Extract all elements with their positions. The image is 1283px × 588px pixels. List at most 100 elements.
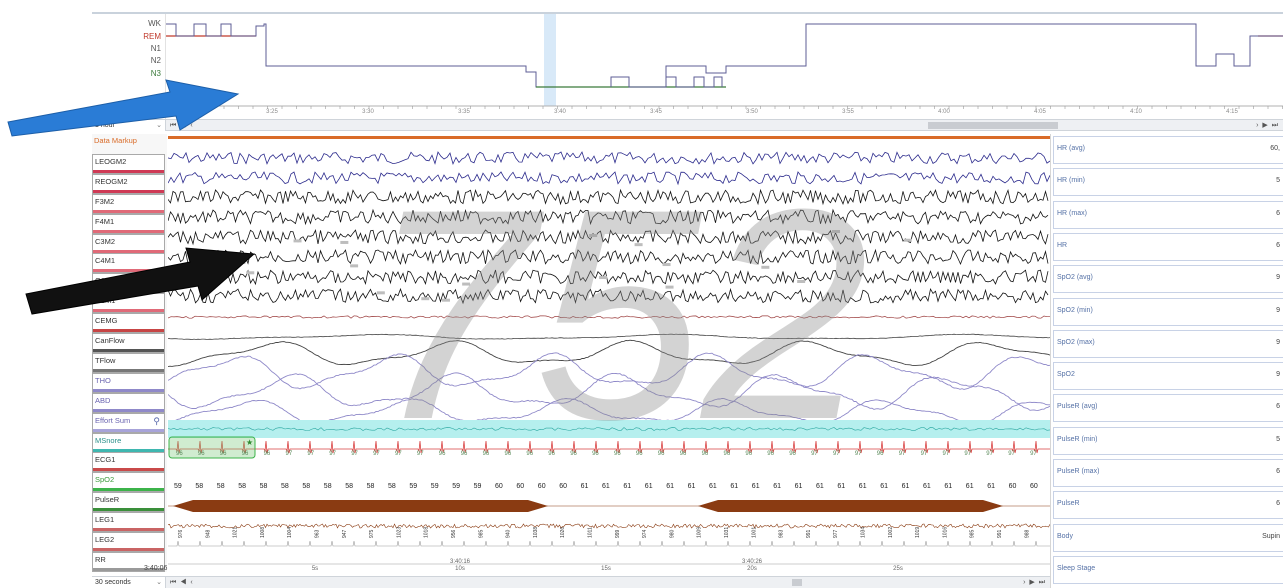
- epoch-tick-25s: 25s: [893, 566, 903, 572]
- statistics-panel: HR (avg) 60, HR (min) 5 HR (max) 6 HR 6 SpO2 (av…: [1050, 134, 1283, 588]
- channel-label: Effort Sum: [95, 415, 131, 425]
- hypnogram-navigation-bar[interactable]: 1 hour ⌄ ⏮ ◀ ‹ › ▶ ⏭: [92, 119, 1283, 131]
- hypnogram-forward-buttons[interactable]: › ▶ ⏭: [1256, 122, 1279, 129]
- msnore-band: [168, 420, 1050, 438]
- channel-leg2[interactable]: LEG2: [92, 532, 165, 552]
- stat-value: 6: [1276, 241, 1280, 249]
- hypnogram-n3-fluctuation: [610, 76, 723, 88]
- stage-label-n3: N3: [150, 69, 161, 78]
- artifact-marker: [441, 298, 450, 302]
- channel-o2m1[interactable]: O2M1: [92, 293, 165, 314]
- channel-f4m1[interactable]: F4M1: [92, 213, 165, 234]
- channel-label: THO: [95, 375, 111, 385]
- channel-label: RR: [95, 554, 106, 564]
- hypnogram-rewind-buttons[interactable]: ⏮ ◀ ‹: [170, 122, 194, 129]
- channel-list: Data Markup LEOGM2 REOGM2 F3M2 F4M1 C3M2 C4M1 O…: [92, 134, 167, 572]
- stat-label: Sleep Stage: [1057, 564, 1096, 572]
- spo2-value: 97: [811, 451, 818, 457]
- spo2-value: 96: [658, 451, 665, 457]
- rr-interval-value: 1002: [888, 527, 894, 538]
- channel-leogm2[interactable]: LEOGM2: [92, 153, 165, 174]
- channel-canflow[interactable]: CanFlow: [92, 333, 165, 353]
- pulse-rate-value: 61: [752, 483, 760, 490]
- pulse-rate-value: 59: [409, 483, 417, 490]
- spo2-value: 96: [483, 451, 490, 457]
- pulse-rate-value: 61: [623, 483, 631, 490]
- channel-spo2[interactable]: SpO2: [92, 472, 165, 493]
- channel-o1m2[interactable]: O1M2: [92, 273, 165, 294]
- pulse-rate-value: 60: [1009, 483, 1017, 490]
- channel-data-markup[interactable]: Data Markup: [92, 134, 165, 154]
- hypnogram-scroll-thumb[interactable]: [928, 122, 1058, 129]
- pulse-rate-value: 61: [987, 483, 995, 490]
- spo2-value: 96: [176, 451, 183, 457]
- channel-label: ECG1: [95, 455, 116, 465]
- stat-value: 5: [1276, 435, 1280, 443]
- hypnogram-zoom-select[interactable]: 1 hour ⌄: [92, 120, 166, 131]
- rr-interval-value: 1031: [724, 527, 730, 538]
- channel-cemg[interactable]: CEMG: [92, 313, 165, 334]
- spo2-value: 96: [461, 451, 468, 457]
- stat-label: HR: [1057, 241, 1068, 249]
- data-markup-bar: [168, 136, 1050, 139]
- filter-icon[interactable]: ⚲: [153, 415, 160, 426]
- rr-interval-value: 980: [669, 529, 675, 538]
- hypnogram-panel[interactable]: WK REM N1 N2 N3 3:19:21 3:20 3:25 3:30 3:35…: [92, 12, 1283, 121]
- pulse-rate-value: 60: [559, 483, 567, 490]
- hypnogram-chart[interactable]: [166, 14, 1283, 121]
- channel-ecg1[interactable]: ECG1: [92, 452, 165, 473]
- spo2-value: 97: [921, 451, 928, 457]
- rr-interval-value: 1016: [942, 527, 948, 538]
- stage-label-wk: WK: [148, 19, 161, 28]
- epoch-zoom-select[interactable]: 30 seconds ⌄: [92, 577, 166, 588]
- leg1-activity-burst-2: [698, 500, 1003, 512]
- rr-interval-value: 1023: [396, 527, 402, 538]
- spo2-value: 97: [286, 451, 293, 457]
- pulse-rate-value: 61: [816, 483, 824, 490]
- channel-pulser[interactable]: PulseR: [92, 492, 165, 513]
- artifact-marker: [662, 263, 671, 267]
- stat-row-body: Body Supin: [1053, 523, 1283, 552]
- stage-label-rem: REM: [143, 32, 161, 41]
- spo2-value: 97: [395, 451, 402, 457]
- rr-interval-value: 991: [997, 529, 1003, 538]
- hypnogram-tick-label: 3:30: [362, 109, 374, 115]
- signal-waveforms[interactable]: ★ 96 96 96 96 96 97 97 97 97 97 97 97 96 96 96 96 96 96 96 9…: [168, 134, 1050, 572]
- artifact-marker: [246, 271, 255, 275]
- stat-row-hr-max: HR (max) 6: [1053, 200, 1283, 229]
- spo2-value: 97: [855, 451, 862, 457]
- channel-msnore[interactable]: MSnore: [92, 432, 165, 453]
- channel-effort-sum[interactable]: Effort Sum ⚲: [92, 412, 165, 433]
- channel-rr[interactable]: RR: [92, 551, 165, 572]
- channel-c3m2[interactable]: C3M2: [92, 233, 165, 254]
- epoch-scroll-thumb[interactable]: [792, 579, 802, 586]
- hypnogram-tick-label: 3:40: [554, 109, 566, 115]
- channel-tho[interactable]: THO: [92, 372, 165, 393]
- channel-leg1[interactable]: LEG1: [92, 512, 165, 533]
- channel-label: O1M2: [95, 276, 116, 286]
- epoch-navigation-bar[interactable]: 30 seconds ⌄ ⏮ ◀ ‹ › ▶ ⏭: [92, 576, 1050, 588]
- channel-label: F4M1: [95, 216, 115, 226]
- hypnogram-current-epoch-marker: [544, 14, 556, 106]
- epoch-start-time: 3:40:06: [144, 565, 168, 572]
- channel-f3m2[interactable]: F3M2: [92, 193, 165, 214]
- rr-interval-value: 1034: [861, 527, 867, 538]
- rr-interval-value: 947: [342, 529, 348, 538]
- epoch-rewind-buttons[interactable]: ⏮ ◀ ‹: [170, 579, 194, 586]
- channel-reogm2[interactable]: REOGM2: [92, 173, 165, 194]
- signal-display[interactable]: ★ 96 96 96 96 96 97 97 97 97 97 97 97 96 96 96 96 96 96 96 9…: [168, 134, 1050, 572]
- artifact-marker: [237, 260, 246, 264]
- pulse-rate-value: 61: [709, 483, 717, 490]
- pulse-rate-value: 59: [452, 483, 460, 490]
- stat-value: 5: [1276, 177, 1280, 185]
- hypnogram-tick-label: 3:25: [266, 109, 278, 115]
- abd-trace: [168, 372, 1050, 411]
- spo2-value: 97: [943, 451, 950, 457]
- spo2-value: 97: [307, 451, 314, 457]
- channel-tflow[interactable]: TFlow: [92, 352, 165, 373]
- channel-c4m1[interactable]: C4M1: [92, 253, 165, 274]
- channel-abd[interactable]: ABD: [92, 392, 165, 413]
- rr-interval-value: 983: [779, 529, 785, 538]
- epoch-forward-buttons[interactable]: › ▶ ⏭: [1023, 579, 1046, 586]
- artifact-marker: [376, 291, 385, 295]
